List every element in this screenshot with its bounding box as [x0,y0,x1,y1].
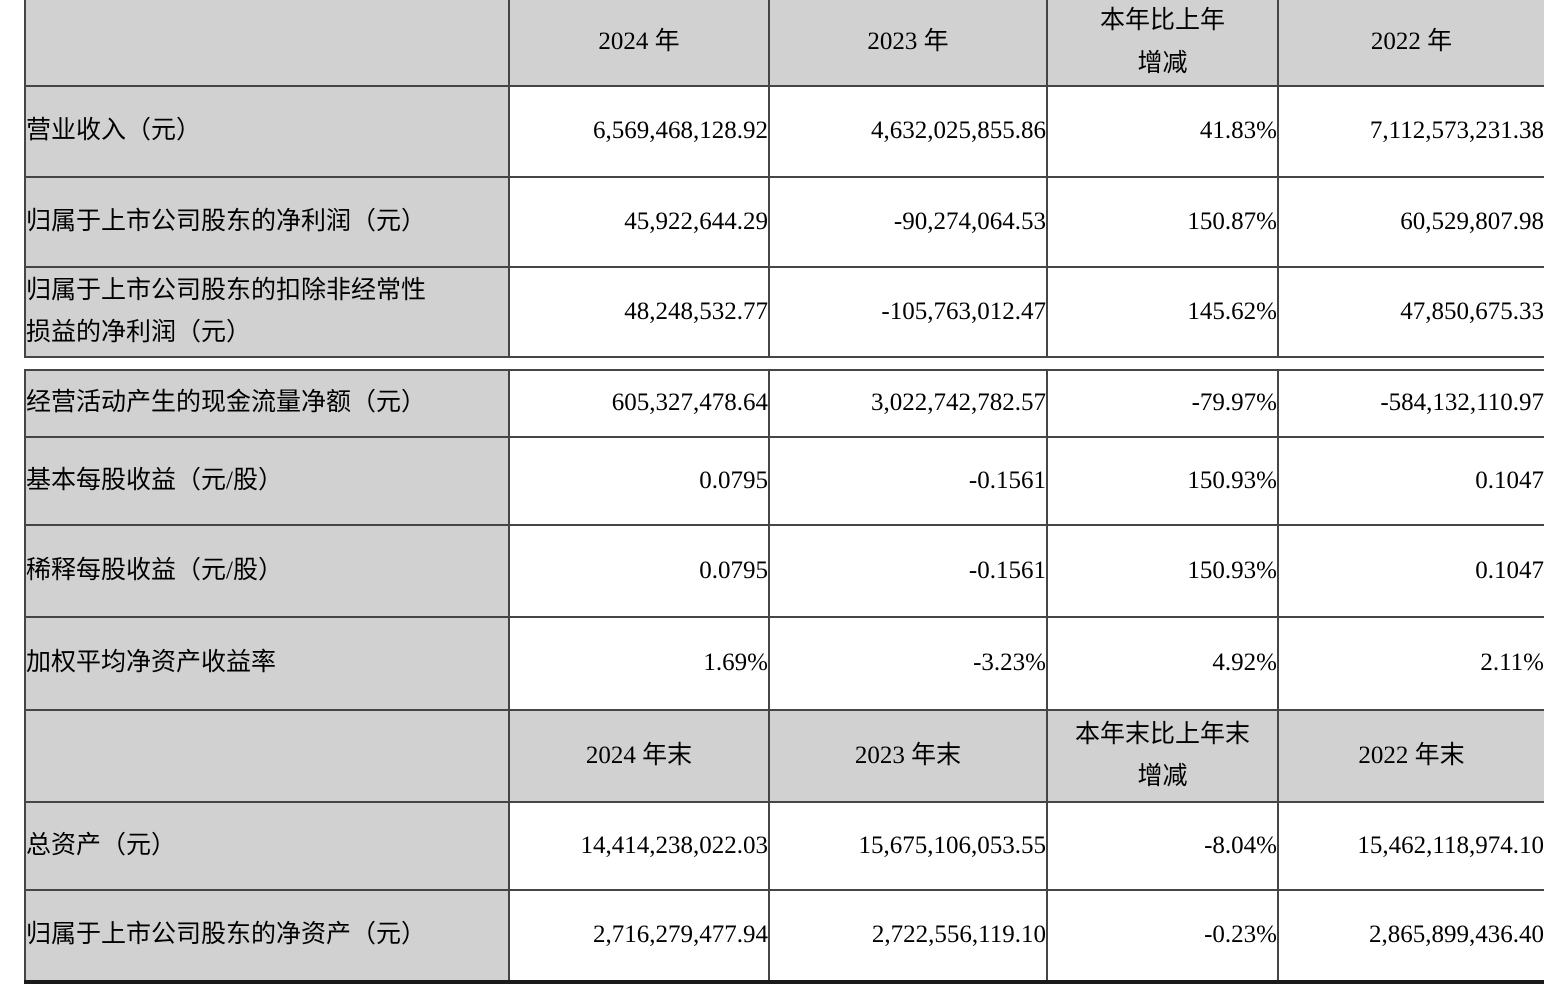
header-yearend-change: 本年末比上年末 增减 [1046,709,1279,803]
value-2023-cell: -105,763,012.47 [768,266,1048,358]
row-net-profit-deducted: 归属于上市公司股东的扣除非经常性 损益的净利润（元） 48,248,532.77… [24,266,1544,358]
value-2024-cell: 45,922,644.29 [508,176,770,268]
row-label-cell: 营业收入（元） [24,85,510,178]
row-label-cell: 总资产（元） [24,801,510,891]
value-2022-cell: 7,112,573,231.38 [1277,85,1544,178]
value-2023-cell: 3,022,742,782.57 [768,369,1048,438]
value-2023-cell: 15,675,106,053.55 [768,801,1048,891]
row-label-cell: 归属于上市公司股东的扣除非经常性 损益的净利润（元） [24,266,510,358]
header-empty-cell [24,0,510,87]
row-net-profit: 归属于上市公司股东的净利润（元） 45,922,644.29 -90,274,0… [24,176,1544,268]
value-2024-cell: 605,327,478.64 [508,369,770,438]
value-2024-cell: 1.69% [508,616,770,711]
header-yearend-2022: 2022 年末 [1277,709,1544,803]
value-2022-cell: 47,850,675.33 [1277,266,1544,358]
value-2024-cell: 48,248,532.77 [508,266,770,358]
value-change-cell: -0.23% [1046,889,1279,984]
header-yearend-2023: 2023 年末 [768,709,1048,803]
row-revenue: 营业收入（元） 6,569,468,128.92 4,632,025,855.8… [24,85,1544,178]
row-label-cell: 归属于上市公司股东的净资产（元） [24,889,510,984]
value-2022-cell: 2,865,899,436.40 [1277,889,1544,984]
row-operating-cash-flow: 经营活动产生的现金流量净额（元） 605,327,478.64 3,022,74… [24,369,1544,438]
annual-header-row: 2024 年 2023 年 本年比上年 增减 2022 年 [24,0,1544,87]
row-label-cell: 经营活动产生的现金流量净额（元） [24,369,510,438]
value-2024-cell: 0.0795 [508,436,770,526]
value-2023-cell: 4,632,025,855.86 [768,85,1048,178]
value-change-cell: 145.62% [1046,266,1279,358]
value-2023-cell: -3.23% [768,616,1048,711]
row-label-cell: 基本每股收益（元/股） [24,436,510,526]
row-basic-eps: 基本每股收益（元/股） 0.0795 -0.1561 150.93% 0.104… [24,436,1544,526]
value-change-cell: 150.93% [1046,524,1279,618]
row-label-cell: 稀释每股收益（元/股） [24,524,510,618]
header-empty-cell [24,709,510,803]
value-change-cell: 4.92% [1046,616,1279,711]
value-2024-cell: 6,569,468,128.92 [508,85,770,178]
header-yoy-change: 本年比上年 增减 [1046,0,1279,87]
value-2022-cell: 60,529,807.98 [1277,176,1544,268]
value-change-cell: -79.97% [1046,369,1279,438]
value-change-cell: 150.87% [1046,176,1279,268]
value-2023-cell: 2,722,556,119.10 [768,889,1048,984]
row-total-assets: 总资产（元） 14,414,238,022.03 15,675,106,053.… [24,801,1544,891]
value-2022-cell: 2.11% [1277,616,1544,711]
header-year-2022: 2022 年 [1277,0,1544,87]
value-change-cell: 41.83% [1046,85,1279,178]
header-year-2024: 2024 年 [508,0,770,87]
value-2024-cell: 0.0795 [508,524,770,618]
value-2022-cell: -584,132,110.97 [1277,369,1544,438]
value-2023-cell: -0.1561 [768,524,1048,618]
row-label-cell: 归属于上市公司股东的净利润（元） [24,176,510,268]
value-2023-cell: -90,274,064.53 [768,176,1048,268]
value-2023-cell: -0.1561 [768,436,1048,526]
value-2022-cell: 0.1047 [1277,524,1544,618]
value-2024-cell: 14,414,238,022.03 [508,801,770,891]
value-2024-cell: 2,716,279,477.94 [508,889,770,984]
key-financials-table-annual: 2024 年 2023 年 本年比上年 增减 2022 年 营业收入（元） 6,… [24,0,1544,358]
yearend-header-row: 2024 年末 2023 年末 本年末比上年末 增减 2022 年末 [24,709,1544,803]
key-financials-table-yearend: 经营活动产生的现金流量净额（元） 605,327,478.64 3,022,74… [24,369,1544,984]
header-yearend-2024: 2024 年末 [508,709,770,803]
value-change-cell: 150.93% [1046,436,1279,526]
row-label-cell: 加权平均净资产收益率 [24,616,510,711]
table-section-gap [0,358,1559,369]
header-year-2023: 2023 年 [768,0,1048,87]
row-net-assets: 归属于上市公司股东的净资产（元） 2,716,279,477.94 2,722,… [24,889,1544,984]
row-weighted-avg-roe: 加权平均净资产收益率 1.69% -3.23% 4.92% 2.11% [24,616,1544,711]
row-diluted-eps: 稀释每股收益（元/股） 0.0795 -0.1561 150.93% 0.104… [24,524,1544,618]
value-2022-cell: 0.1047 [1277,436,1544,526]
value-change-cell: -8.04% [1046,801,1279,891]
value-2022-cell: 15,462,118,974.10 [1277,801,1544,891]
